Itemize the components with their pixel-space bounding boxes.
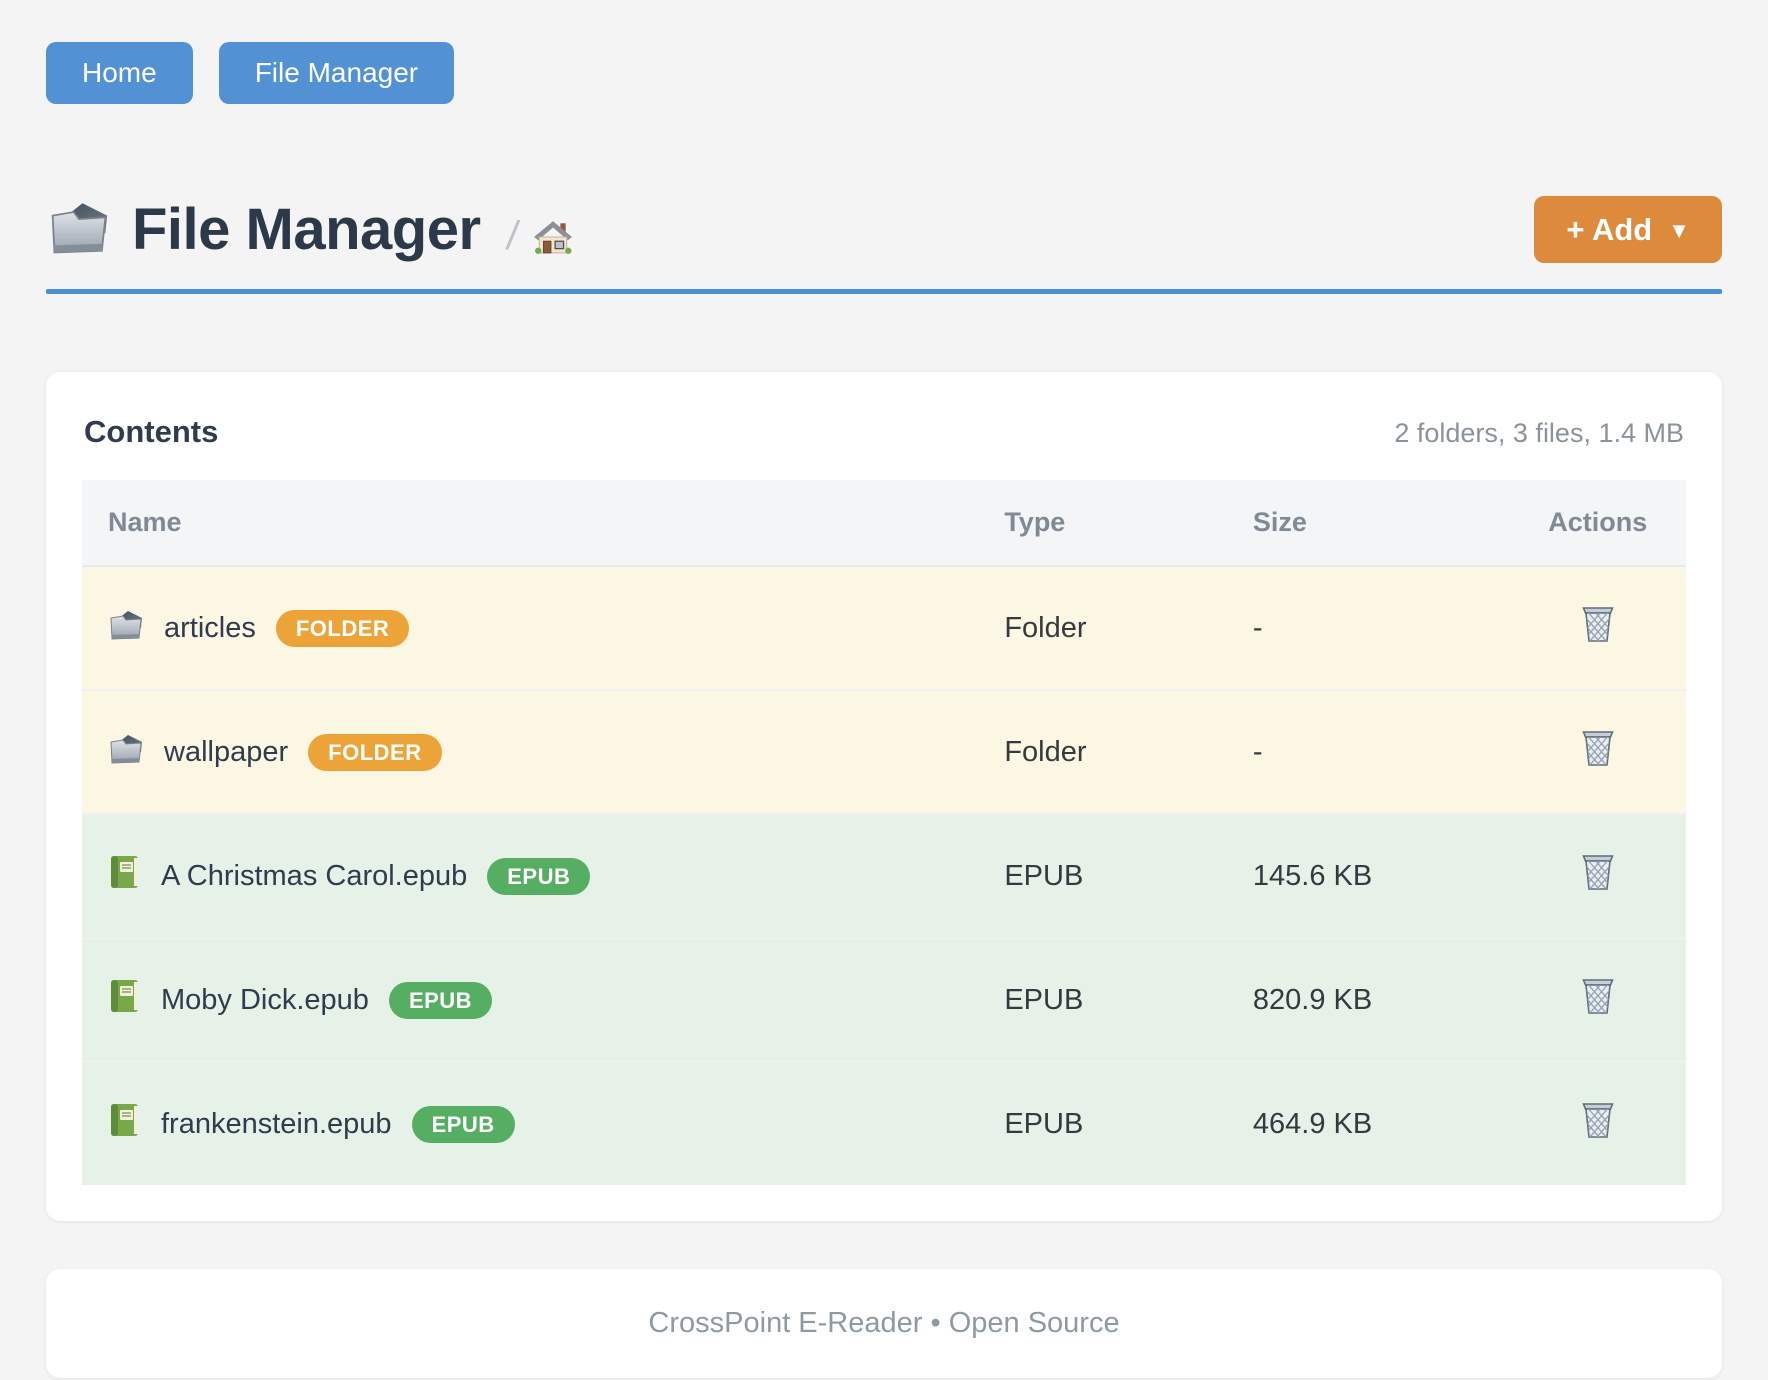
trash-icon bbox=[1581, 756, 1615, 771]
home-button[interactable]: Home bbox=[46, 42, 193, 104]
delete-button[interactable] bbox=[1581, 976, 1615, 1016]
type-cell: Folder bbox=[1004, 611, 1087, 644]
contents-summary: 2 folders, 3 files, 1.4 MB bbox=[1394, 418, 1684, 448]
trash-icon bbox=[1581, 1128, 1615, 1143]
book-icon bbox=[108, 978, 141, 1023]
folder-icon bbox=[108, 608, 144, 649]
column-header-actions: Actions bbox=[1509, 480, 1686, 567]
trash-icon bbox=[1581, 1004, 1615, 1019]
column-header-type: Type bbox=[1004, 480, 1253, 567]
delete-button[interactable] bbox=[1581, 852, 1615, 892]
table-row: A Christmas Carol.epub EPUB EPUB 145.6 K… bbox=[82, 814, 1686, 938]
top-nav: Home File Manager bbox=[46, 42, 1722, 104]
footer-text: CrossPoint E-Reader • Open Source bbox=[648, 1307, 1120, 1339]
type-badge: EPUB bbox=[388, 981, 493, 1019]
breadcrumb: / bbox=[504, 214, 573, 259]
breadcrumb-separator: / bbox=[503, 214, 521, 258]
type-cell: EPUB bbox=[1004, 983, 1084, 1016]
type-badge: FOLDER bbox=[308, 733, 442, 771]
size-cell: - bbox=[1252, 735, 1263, 768]
table-row: wallpaper FOLDER Folder - bbox=[82, 690, 1686, 814]
folder-icon bbox=[108, 732, 144, 773]
table-row: frankenstein.epub EPUB EPUB 464.9 KB bbox=[82, 1062, 1686, 1185]
footer: CrossPoint E-Reader • Open Source bbox=[46, 1269, 1722, 1378]
file-table: Name Type Size Actions articles FOLDER F… bbox=[82, 480, 1686, 1185]
trash-icon bbox=[1581, 632, 1615, 647]
type-cell: EPUB bbox=[1004, 1107, 1084, 1140]
file-name-link[interactable]: A Christmas Carol.epub bbox=[161, 859, 468, 892]
table-row: Moby Dick.epub EPUB EPUB 820.9 KB bbox=[82, 938, 1686, 1062]
add-button[interactable]: + Add ▼ bbox=[1534, 196, 1722, 263]
delete-button[interactable] bbox=[1581, 728, 1615, 768]
column-header-size: Size bbox=[1252, 480, 1510, 567]
size-cell: 820.9 KB bbox=[1252, 983, 1373, 1016]
file-manager-button[interactable]: File Manager bbox=[218, 42, 455, 104]
type-badge: EPUB bbox=[411, 1105, 515, 1143]
delete-button[interactable] bbox=[1581, 604, 1615, 644]
page-header: File Manager / + Add ▼ bbox=[46, 196, 1722, 263]
column-header-name: Name bbox=[82, 480, 1005, 567]
size-cell: 464.9 KB bbox=[1252, 1107, 1373, 1140]
table-header-row: Name Type Size Actions bbox=[82, 480, 1686, 567]
type-cell: EPUB bbox=[1004, 859, 1084, 892]
file-name-link[interactable]: articles bbox=[164, 611, 256, 644]
size-cell: - bbox=[1252, 611, 1263, 644]
table-row: articles FOLDER Folder - bbox=[82, 566, 1686, 690]
page-title: File Manager bbox=[132, 197, 481, 262]
type-badge: EPUB bbox=[487, 857, 591, 895]
add-button-label: + Add bbox=[1566, 212, 1653, 247]
book-icon bbox=[108, 854, 141, 899]
trash-icon bbox=[1581, 880, 1615, 895]
folder-icon bbox=[46, 198, 112, 261]
type-badge: FOLDER bbox=[275, 609, 410, 647]
delete-button[interactable] bbox=[1581, 1100, 1615, 1140]
size-cell: 145.6 KB bbox=[1252, 859, 1373, 892]
contents-card: Contents 2 folders, 3 files, 1.4 MB Name… bbox=[46, 372, 1722, 1221]
chevron-down-icon: ▼ bbox=[1668, 218, 1690, 243]
file-name-link[interactable]: wallpaper bbox=[164, 735, 289, 768]
book-icon bbox=[108, 1102, 141, 1147]
file-name-link[interactable]: frankenstein.epub bbox=[161, 1107, 392, 1140]
header-divider bbox=[46, 289, 1722, 294]
home-icon[interactable] bbox=[533, 219, 573, 255]
contents-title: Contents bbox=[84, 414, 219, 449]
file-name-link[interactable]: Moby Dick.epub bbox=[161, 983, 369, 1016]
type-cell: Folder bbox=[1004, 735, 1087, 768]
